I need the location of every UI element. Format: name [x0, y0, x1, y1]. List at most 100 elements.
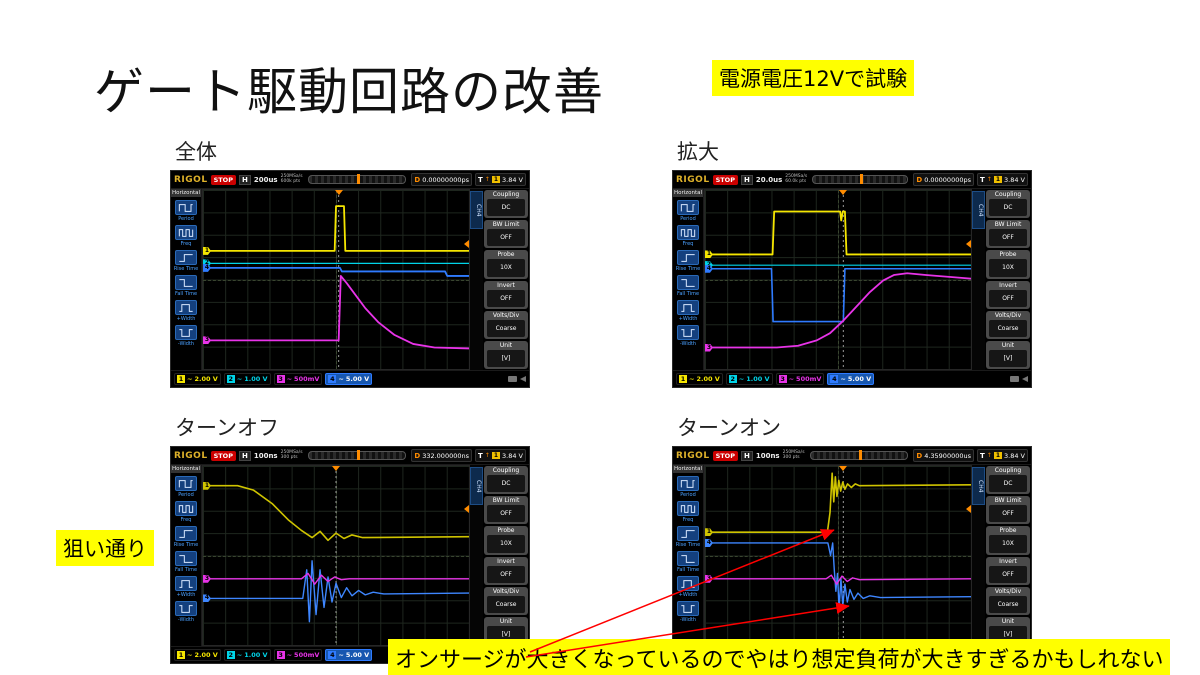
trigger-source-badge: 1	[491, 452, 500, 459]
menu-button-unit: Unit [V]	[484, 340, 528, 370]
scope-caption: 拡大	[677, 140, 719, 164]
memory-depth-value: 300 pts	[280, 454, 298, 460]
menu-value: [V]	[989, 349, 1027, 368]
menu-value: [V]	[989, 625, 1027, 644]
period-icon	[677, 200, 699, 215]
trigger-position-pointer	[839, 466, 848, 471]
menu-button-bw-limit: BW Limit OFF	[986, 496, 1030, 525]
measure-item-rise-time: Rise Time	[676, 250, 700, 272]
menu-label: Volts/Div	[492, 311, 520, 319]
trigger-level-value: 3.84 V	[502, 451, 523, 460]
channel-2-badge: 2	[226, 375, 235, 383]
minus-width-icon	[677, 325, 699, 340]
rise-time-icon	[677, 526, 699, 541]
trigger-edge-icon: ↑	[986, 176, 992, 183]
sample-rate: 250MSa/s 300 pts	[280, 450, 303, 461]
channel-3-position-marker: 3	[203, 336, 211, 345]
channel-1-scale: 2.00 V	[696, 375, 720, 383]
menu-button-coupling: Coupling DC	[986, 190, 1030, 219]
measure-item-plus-width: +Width	[175, 576, 197, 598]
delay-label: D	[916, 451, 923, 460]
channel-4-position-marker: 4	[203, 594, 211, 603]
channel-2-badge: 2	[728, 375, 737, 383]
measure-item-label: Period	[680, 216, 696, 222]
measure-item-period: Period	[175, 200, 197, 222]
acquisition-status-badge: STOP	[210, 174, 236, 185]
coupling-icon: ~	[187, 651, 193, 659]
waveform-traces	[203, 466, 469, 645]
menu-button-volts-div: Volts/Div Coarse	[484, 586, 528, 615]
menu-button-volts-div: Volts/Div Coarse	[986, 310, 1030, 339]
delay-value: 0.00000000ps	[422, 175, 469, 184]
measure-item-fall-time: Fall Time	[175, 551, 197, 573]
trigger-source-badge: 1	[491, 176, 500, 183]
menu-button-volts-div: Volts/Div Coarse	[986, 586, 1030, 615]
graticule-center-horizontal	[203, 279, 469, 281]
measure-sidebar: Horizontal Period Freq Rise Time Fall Ti…	[171, 465, 202, 646]
menu-button-coupling: Coupling DC	[986, 466, 1030, 495]
scope-panel-zoomed: 拡大 RIGOL STOP H 20.0us 250MSa/s 60.0k pt…	[672, 136, 1032, 388]
measure-sidebar: Horizontal Period Freq Rise Time Fall Ti…	[673, 189, 704, 370]
scope-header: RIGOL STOP H 100ns 250MSa/s 300 pts D 4.…	[673, 447, 1031, 465]
channel-1-position-marker: 1	[203, 246, 211, 255]
sample-rate: 250MSa/s 300 pts	[783, 450, 805, 461]
freq-icon	[175, 225, 197, 240]
measure-item-label: Fall Time	[174, 291, 198, 297]
usb-icon	[508, 376, 517, 382]
channel-3-scale: 500mV	[294, 651, 320, 659]
channel-1-scale: 2.00 V	[194, 651, 218, 659]
channel-2-position-marker: 2	[203, 259, 211, 268]
menu-value: OFF	[989, 229, 1027, 247]
io-icons	[1010, 376, 1028, 382]
channel-tab: CH4	[972, 191, 985, 229]
channel-2-scale: 1.00 V	[746, 375, 770, 383]
measure-item-minus-width: -Width	[175, 601, 197, 623]
menu-label: Unit	[499, 617, 513, 625]
channel-3-scale: 500mV	[294, 375, 320, 383]
trigger-label: T	[980, 175, 985, 184]
plus-width-icon	[677, 576, 699, 591]
measure-item-period: Period	[677, 476, 699, 498]
delay-readout: D 0.00000000ps	[913, 173, 974, 186]
channel-1-badge: 1	[177, 651, 185, 659]
channel-3-scale: 500mV	[796, 375, 822, 383]
measure-item-freq: Freq	[677, 225, 699, 247]
rise-time-icon	[677, 250, 699, 265]
channel-2-status: 2 ~ 1.00 V	[223, 373, 271, 385]
memory-trigger-marker	[860, 174, 864, 184]
trigger-label: T	[478, 175, 483, 184]
measure-sidebar: Horizontal Period Freq Rise Time Fall Ti…	[673, 465, 704, 646]
freq-icon	[677, 501, 699, 516]
menu-label: Unit	[1001, 617, 1015, 625]
minus-width-icon	[175, 325, 197, 340]
timebase-value: 200us	[253, 175, 278, 184]
scope-panel-turn-off: ターンオフ RIGOL STOP H 100ns 250MSa/s 300 pt…	[170, 412, 530, 664]
measure-item-label: Rise Time	[173, 266, 199, 272]
rigol-logo: RIGOL	[174, 450, 208, 461]
measure-item-plus-width: +Width	[175, 300, 197, 322]
menu-label: Invert	[497, 557, 515, 565]
coupling-icon: ~	[338, 651, 344, 659]
menu-button-coupling: Coupling DC	[484, 466, 528, 495]
channel-4-badge: 4	[328, 375, 337, 383]
menu-button-invert: Invert OFF	[986, 556, 1030, 585]
measure-item-label: Fall Time	[676, 567, 700, 573]
rise-time-icon	[175, 526, 197, 541]
delay-value: 0.00000000ps	[924, 175, 971, 184]
channel-4-status: 4 ~ 5.00 V	[325, 373, 373, 385]
channel-1-badge: 1	[679, 375, 687, 383]
soft-menu: Coupling DC BW Limit OFF Probe 10X Inver…	[985, 465, 1031, 646]
measure-sidebar-title: Horizontal	[171, 465, 201, 473]
measure-item-label: Period	[680, 492, 696, 498]
channel-4-badge: 4	[328, 651, 337, 659]
trigger-readout: T ↑ 1 3.84 V	[977, 173, 1028, 186]
trigger-position-pointer	[839, 190, 848, 195]
sample-rate: 250MSa/s 60.0k pts	[785, 174, 807, 185]
menu-label: Coupling	[994, 467, 1022, 474]
measure-sidebar-title: Horizontal	[673, 465, 703, 473]
measure-item-label: Fall Time	[676, 291, 700, 297]
coupling-icon: ~	[286, 651, 293, 659]
menu-label: BW Limit	[492, 497, 520, 505]
